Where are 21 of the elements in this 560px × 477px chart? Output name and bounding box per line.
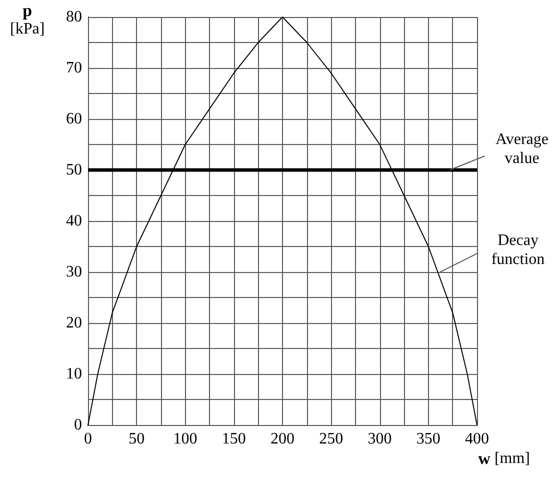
y-tick-label: 60 (66, 110, 82, 128)
y-tick-label: 50 (66, 162, 82, 178)
y-tick-label: 80 (66, 8, 82, 26)
ref-line-label: Average value (496, 131, 548, 167)
y-tick-label: 30 (66, 264, 82, 280)
y-tick-label: 10 (66, 366, 82, 382)
y-tick-label: 0 (74, 416, 82, 434)
y-tick-label: 70 (66, 60, 82, 76)
x-tick-label: 350 (416, 430, 440, 448)
y-tick-label: 40 (66, 212, 82, 230)
x-tick-label: 250 (319, 430, 344, 448)
x-tick-label: 100 (173, 430, 198, 448)
text: Decay function (491, 232, 545, 268)
x-tick-label: 400 (465, 430, 489, 448)
y-axis-title: p [kPa] (10, 1, 45, 38)
x-tick-label: 50 (128, 430, 145, 448)
x-axis-title: w [mm] (478, 449, 530, 468)
x-tick-label: 200 (270, 430, 294, 448)
y-tick-label: 20 (66, 314, 82, 332)
x-tick-label: 150 (222, 430, 246, 448)
x-tick-label: 300 (368, 430, 392, 448)
